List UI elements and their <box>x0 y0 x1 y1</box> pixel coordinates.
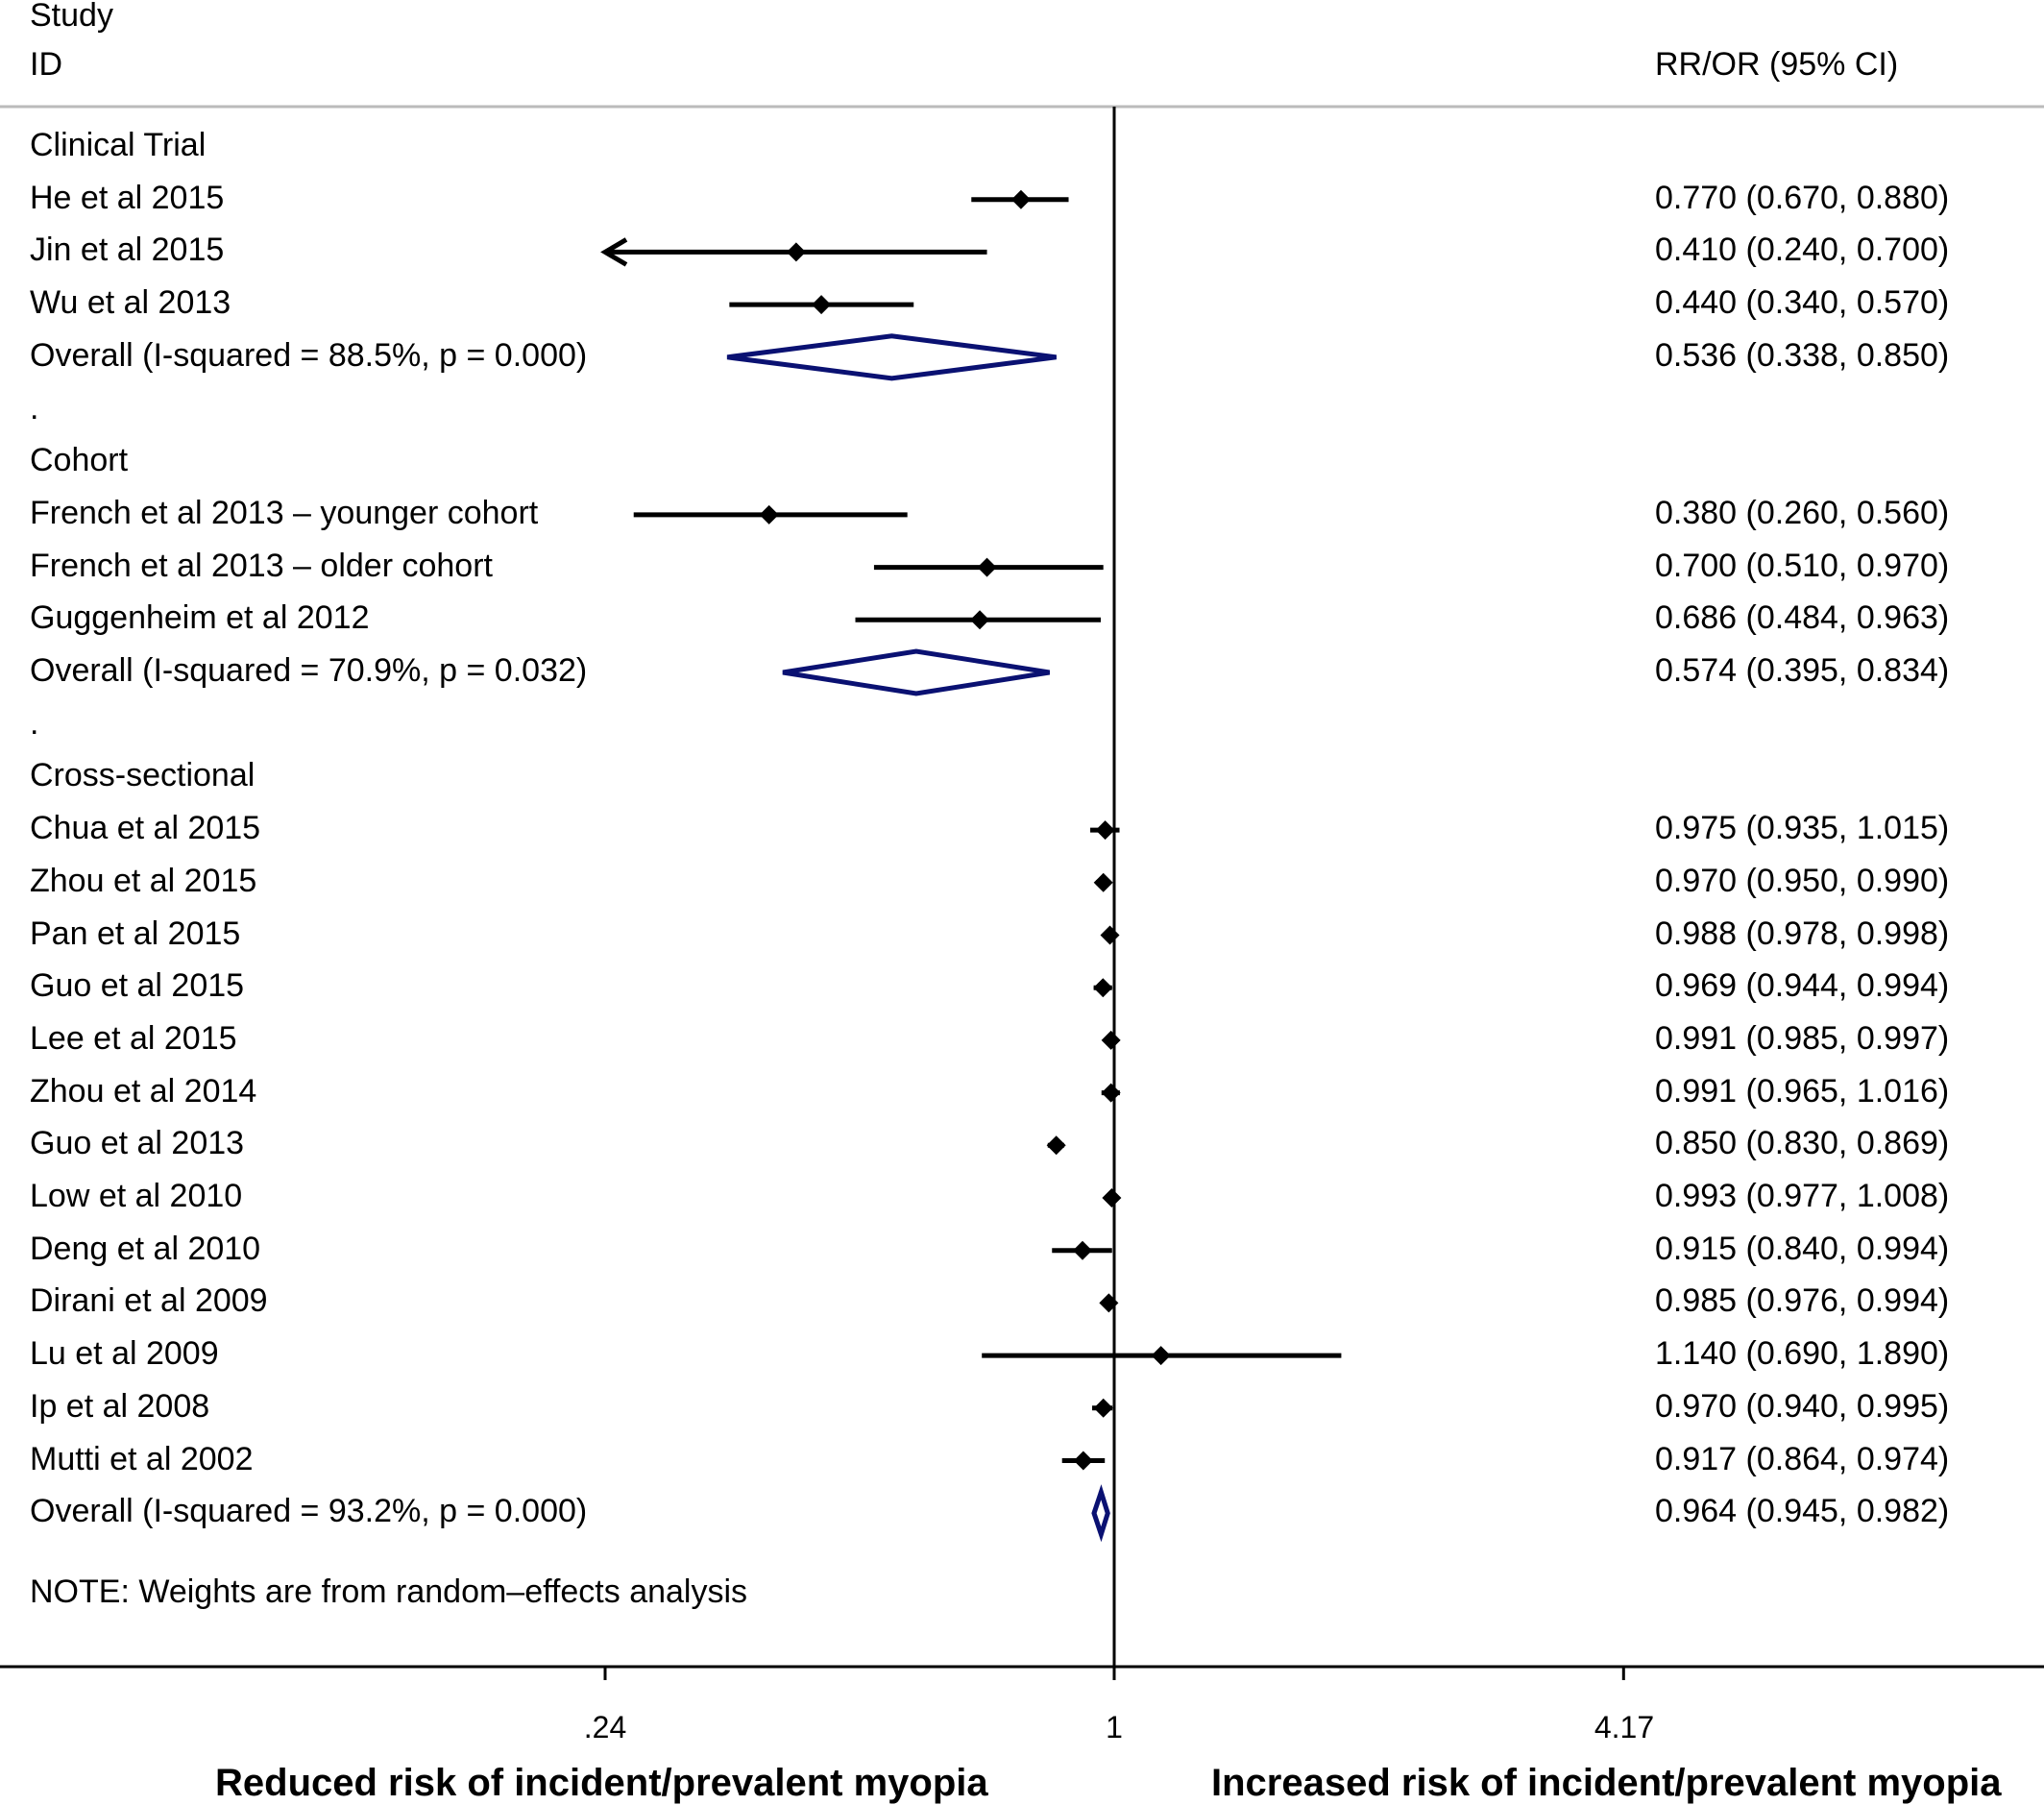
study-label: Mutti et al 2002 <box>30 1440 254 1477</box>
overall-label: Overall (I-squared = 93.2%, p = 0.000) <box>30 1493 588 1530</box>
study-label: Dirani et al 2009 <box>30 1282 268 1320</box>
study-effect-ci: 0.915 (0.840, 0.994) <box>1655 1230 1950 1267</box>
study-label: Pan et al 2015 <box>30 915 241 952</box>
study-label: French et al 2013 – younger cohort <box>30 494 539 531</box>
study-effect-ci: 0.380 (0.260, 0.560) <box>1655 494 1950 531</box>
study-label: Guo et al 2015 <box>30 967 245 1005</box>
point-estimate-marker <box>1095 820 1115 841</box>
study-label: Lee et al 2015 <box>30 1019 237 1057</box>
group-heading: Cohort <box>30 442 129 479</box>
overall-label: Overall (I-squared = 70.9%, p = 0.032) <box>30 652 588 689</box>
study-effect-ci: 0.440 (0.340, 0.570) <box>1655 284 1950 322</box>
group-heading: Clinical Trial <box>30 127 207 163</box>
point-estimate-marker <box>1100 925 1120 945</box>
study-label: Wu et al 2013 <box>30 284 231 322</box>
header-effect: RR/OR (95% CI) <box>1655 46 1899 83</box>
study-effect-ci: 0.991 (0.965, 1.016) <box>1655 1072 1950 1110</box>
point-estimate-marker <box>1151 1346 1171 1366</box>
study-label: Guo et al 2013 <box>30 1125 245 1162</box>
header-id: ID <box>30 46 62 83</box>
point-estimate-marker <box>1010 189 1031 209</box>
x-label-increased-risk: Increased risk of incident/prevalent myo… <box>1211 1762 2002 1804</box>
study-effect-ci: 0.988 (0.978, 0.998) <box>1655 915 1950 952</box>
study-effect-ci: 1.140 (0.690, 1.890) <box>1655 1335 1950 1373</box>
study-effect-ci: 0.970 (0.940, 0.995) <box>1655 1387 1950 1425</box>
pooled-diamond <box>1091 1484 1110 1543</box>
point-estimate-marker <box>977 557 997 577</box>
point-estimate-marker <box>786 242 806 262</box>
tick-label-1: 1 <box>1106 1710 1123 1744</box>
point-estimate-marker <box>1099 1293 1119 1313</box>
study-label: Jin et al 2015 <box>30 232 225 269</box>
overall-label: Overall (I-squared = 88.5%, p = 0.000) <box>30 336 588 374</box>
study-effect-ci: 0.969 (0.944, 0.994) <box>1655 967 1950 1005</box>
study-effect-ci: 0.991 (0.985, 0.997) <box>1655 1019 1950 1057</box>
x-label-reduced-risk: Reduced risk of incident/prevalent myopi… <box>215 1762 988 1804</box>
study-effect-ci: 0.686 (0.484, 0.963) <box>1655 599 1950 637</box>
study-effect-ci: 0.410 (0.240, 0.700) <box>1655 232 1950 269</box>
study-effect-ci: 0.993 (0.977, 1.008) <box>1655 1178 1950 1214</box>
weights-note: NOTE: Weights are from random–effects an… <box>30 1573 748 1610</box>
point-estimate-marker <box>1093 1398 1113 1418</box>
study-label: Deng et al 2010 <box>30 1230 261 1267</box>
point-estimate-marker <box>1102 1188 1122 1207</box>
study-label: Zhou et al 2014 <box>30 1072 257 1110</box>
point-estimate-marker <box>1073 1240 1093 1260</box>
study-label: Chua et al 2015 <box>30 810 261 847</box>
pooled-diamond <box>726 333 1057 381</box>
tick-label-024: .24 <box>583 1710 627 1744</box>
study-label: French et al 2013 – older cohort <box>30 547 493 584</box>
point-estimate-marker <box>970 610 990 630</box>
point-estimate-marker <box>812 295 832 315</box>
pooled-diamond <box>782 648 1050 696</box>
point-estimate-marker <box>1101 1030 1121 1050</box>
spacer-dot: . <box>30 389 39 427</box>
study-effect-ci: 0.770 (0.670, 0.880) <box>1655 179 1950 216</box>
study-label: Low et al 2010 <box>30 1178 243 1214</box>
point-estimate-marker <box>759 504 779 524</box>
study-effect-ci: 0.850 (0.830, 0.869) <box>1655 1125 1950 1162</box>
study-label: Guggenheim et al 2012 <box>30 599 370 637</box>
tick-label-417: 4.17 <box>1594 1710 1655 1744</box>
study-label: Ip et al 2008 <box>30 1387 210 1425</box>
study-effect-ci: 0.985 (0.976, 0.994) <box>1655 1282 1950 1320</box>
point-estimate-marker <box>1046 1135 1066 1156</box>
overall-effect-ci: 0.574 (0.395, 0.834) <box>1655 652 1950 689</box>
point-estimate-marker <box>1101 1083 1121 1103</box>
group-heading: Cross-sectional <box>30 757 256 794</box>
study-label: He et al 2015 <box>30 179 225 216</box>
study-effect-ci: 0.975 (0.935, 1.015) <box>1655 810 1950 847</box>
header-study: Study <box>30 0 113 34</box>
study-label: Lu et al 2009 <box>30 1335 219 1373</box>
point-estimate-marker <box>1093 872 1113 892</box>
overall-effect-ci: 0.536 (0.338, 0.850) <box>1655 336 1950 374</box>
point-estimate-marker <box>1093 978 1113 998</box>
study-effect-ci: 0.700 (0.510, 0.970) <box>1655 547 1950 584</box>
study-effect-ci: 0.917 (0.864, 0.974) <box>1655 1440 1950 1477</box>
study-label: Zhou et al 2015 <box>30 862 257 899</box>
ci-clip-arrow <box>600 237 628 267</box>
spacer-dot: . <box>30 704 39 742</box>
study-effect-ci: 0.970 (0.950, 0.990) <box>1655 862 1950 899</box>
overall-effect-ci: 0.964 (0.945, 0.982) <box>1655 1493 1950 1530</box>
point-estimate-marker <box>1073 1451 1093 1471</box>
